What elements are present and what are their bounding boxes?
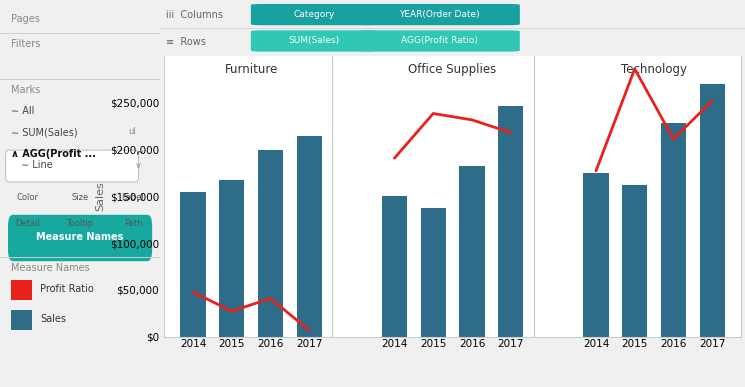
Text: ~: ~ xyxy=(136,148,145,158)
Text: Furniture: Furniture xyxy=(224,63,278,76)
FancyBboxPatch shape xyxy=(8,215,152,261)
Bar xyxy=(258,150,283,337)
Text: Detail: Detail xyxy=(15,219,39,228)
Bar xyxy=(297,135,322,337)
Text: Profit Ratio: Profit Ratio xyxy=(40,284,94,295)
Bar xyxy=(498,106,523,337)
Text: Pages: Pages xyxy=(11,14,40,24)
Y-axis label: Sales: Sales xyxy=(95,182,106,211)
Bar xyxy=(11,280,32,300)
Text: Path: Path xyxy=(124,219,142,228)
Bar xyxy=(460,166,484,337)
Bar xyxy=(661,123,686,337)
Text: Technology: Technology xyxy=(621,63,687,76)
FancyBboxPatch shape xyxy=(359,30,520,51)
Bar xyxy=(583,173,609,337)
FancyBboxPatch shape xyxy=(251,4,376,25)
Text: Measure Names: Measure Names xyxy=(11,263,90,273)
Text: ∼ All: ∼ All xyxy=(11,106,34,116)
Text: SUM(Sales): SUM(Sales) xyxy=(288,36,340,45)
Text: ∧ AGG(Profit ...: ∧ AGG(Profit ... xyxy=(11,149,96,159)
FancyBboxPatch shape xyxy=(359,4,520,25)
Text: ∼ SUM(Sales): ∼ SUM(Sales) xyxy=(11,128,77,138)
Text: ul: ul xyxy=(128,127,136,136)
Text: ≡  Rows: ≡ Rows xyxy=(166,36,206,46)
Text: Measure Names: Measure Names xyxy=(37,232,124,242)
Bar xyxy=(421,207,446,337)
Bar xyxy=(11,310,32,330)
Bar xyxy=(382,197,407,337)
Text: AGG(Profit Ratio): AGG(Profit Ratio) xyxy=(402,36,478,45)
Text: iii  Columns: iii Columns xyxy=(166,10,223,20)
FancyBboxPatch shape xyxy=(251,30,376,51)
Bar xyxy=(219,180,244,337)
Bar xyxy=(700,84,725,337)
Text: Size: Size xyxy=(72,194,89,202)
Text: Category: Category xyxy=(294,10,335,19)
Text: Color: Color xyxy=(16,194,38,202)
Text: YEAR(Order Date): YEAR(Order Date) xyxy=(399,10,480,19)
Text: Filters: Filters xyxy=(11,39,40,49)
Text: Label: Label xyxy=(121,194,145,202)
FancyBboxPatch shape xyxy=(6,150,139,182)
Text: ∼ Line: ∼ Line xyxy=(21,160,53,170)
Text: v: v xyxy=(136,161,141,170)
Bar xyxy=(622,185,647,337)
Text: Tooltip: Tooltip xyxy=(66,219,94,228)
Text: Marks: Marks xyxy=(11,85,40,95)
Bar xyxy=(180,192,206,337)
Text: Sales: Sales xyxy=(40,314,66,324)
Text: Office Supplies: Office Supplies xyxy=(408,63,497,76)
